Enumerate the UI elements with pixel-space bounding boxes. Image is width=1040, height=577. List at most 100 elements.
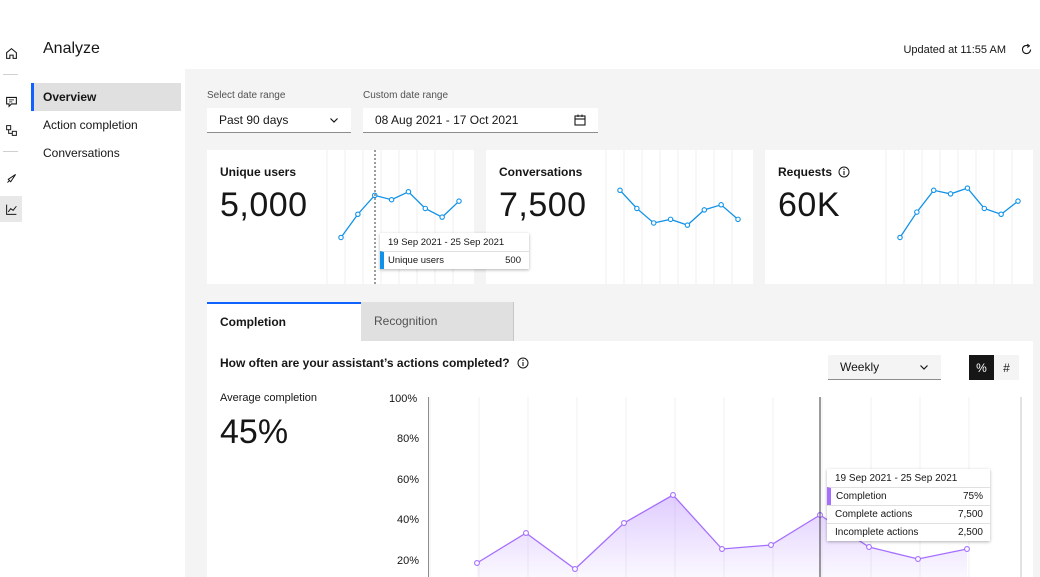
- average-label: Average completion: [220, 392, 318, 404]
- date-range-select[interactable]: Past 90 days: [207, 108, 351, 133]
- requests-sparkline: [885, 150, 1021, 284]
- tooltip-label: Incomplete actions: [835, 527, 919, 538]
- sparkline-point: [914, 209, 920, 215]
- data-point: [915, 556, 921, 562]
- sparkline-point: [456, 198, 462, 204]
- sparkline-series: [899, 187, 1019, 238]
- calendar-icon[interactable]: [574, 114, 586, 126]
- updated-timestamp: Updated at 11:55 AM: [903, 44, 1006, 56]
- completion-panel: How often are your assistant’s actions c…: [207, 341, 1033, 577]
- y-tick-label: 100%: [389, 393, 418, 405]
- unique-users-card: Unique users 5,000: [207, 150, 474, 284]
- tooltip-value: 500: [505, 255, 521, 266]
- data-point: [670, 492, 676, 498]
- card-title: Conversations: [499, 165, 583, 179]
- data-point: [621, 520, 627, 526]
- period-value: Weekly: [840, 360, 880, 374]
- card-value: 5,000: [220, 186, 308, 224]
- tooltip-value: 7,500: [957, 509, 983, 520]
- home-icon[interactable]: [0, 40, 22, 66]
- sparkline-point: [981, 205, 988, 212]
- y-tick-label: 20%: [397, 555, 420, 567]
- info-icon[interactable]: [517, 357, 529, 369]
- date-range-label: Select date range: [207, 90, 286, 101]
- sparkline-point: [1015, 198, 1021, 204]
- data-point: [719, 546, 725, 552]
- sparkline-point: [338, 234, 344, 241]
- sparkline-point: [650, 220, 657, 226]
- data-point: [474, 560, 480, 566]
- data-point: [768, 542, 774, 548]
- refresh-icon[interactable]: [1018, 41, 1034, 57]
- data-point: [866, 544, 872, 550]
- sparkline-point: [439, 214, 445, 220]
- requests-card: Requests 60K: [765, 150, 1033, 284]
- period-select[interactable]: Weekly: [828, 355, 941, 380]
- tooltip-value: 2,500: [957, 527, 983, 538]
- sparkline-point: [735, 216, 741, 223]
- sparkline-series: [340, 190, 460, 238]
- sparkline-point: [998, 211, 1004, 217]
- y-tick-label: 60%: [397, 474, 420, 486]
- sparkline-point: [617, 187, 623, 194]
- data-point: [964, 546, 970, 552]
- conversations-card: Conversations 7,500: [486, 150, 753, 284]
- custom-range-label: Custom date range: [363, 90, 449, 101]
- analytics-icon[interactable]: [0, 196, 22, 222]
- sparkline-point: [355, 211, 361, 217]
- sparkline-point: [897, 234, 903, 241]
- card-tooltip: 19 Sep 2021 - 25 Sep 2021 Unique users 5…: [380, 233, 529, 269]
- sparkline-point: [930, 187, 937, 194]
- unique-users-sparkline: [326, 150, 462, 284]
- custom-range-value: 08 Aug 2021 - 17 Oct 2021: [375, 113, 519, 127]
- date-range-value: Past 90 days: [219, 113, 289, 127]
- percent-toggle[interactable]: %: [969, 355, 994, 380]
- nav-item-conversations[interactable]: Conversations: [43, 146, 120, 160]
- panel-question: How often are your assistant’s actions c…: [220, 356, 510, 370]
- sparkline-point: [388, 196, 395, 203]
- sparkline-point: [667, 216, 674, 223]
- sparkline-point: [684, 222, 691, 228]
- y-tick-label: 80%: [397, 433, 420, 445]
- rocket-icon[interactable]: [0, 165, 22, 191]
- chevron-down-icon: [330, 118, 338, 123]
- sparkline-point: [634, 205, 640, 212]
- data-point: [523, 530, 529, 536]
- chevron-down-icon: [920, 365, 928, 370]
- tooltip-value: 75%: [962, 491, 983, 502]
- data-point: [572, 566, 578, 572]
- conversations-sparkline: [605, 150, 741, 284]
- tooltip-range: 19 Sep 2021 - 25 Sep 2021: [835, 473, 958, 484]
- sparkline-point: [701, 207, 708, 213]
- chat-icon[interactable]: [0, 88, 22, 114]
- tooltip-label: Unique users: [388, 255, 444, 266]
- chart-tooltip: 19 Sep 2021 - 25 Sep 2021 Completion 75%…: [827, 469, 990, 541]
- flow-icon[interactable]: [0, 117, 22, 143]
- tab-completion[interactable]: Completion: [207, 302, 361, 341]
- hover-line: [374, 150, 376, 284]
- card-title: Requests: [778, 165, 833, 179]
- info-icon[interactable]: [838, 166, 850, 178]
- left-rail: [0, 0, 22, 577]
- tooltip-label: Complete actions: [835, 509, 913, 520]
- nav-item-action-completion[interactable]: Action completion: [43, 118, 138, 132]
- card-value: 7,500: [499, 186, 587, 224]
- sparkline-series: [619, 189, 739, 226]
- average-value: 45%: [220, 413, 289, 451]
- sparkline-point: [405, 188, 412, 195]
- tab-recognition[interactable]: Recognition: [361, 302, 514, 341]
- sparkline-point: [947, 191, 954, 197]
- secondary-nav: Overview Action completion Conversations: [31, 83, 181, 167]
- sparkline-point: [964, 185, 971, 191]
- sparkline-point: [422, 205, 429, 212]
- custom-range-input[interactable]: 08 Aug 2021 - 17 Oct 2021: [363, 108, 598, 133]
- nav-item-overview[interactable]: Overview: [31, 83, 181, 111]
- series-area: [477, 495, 967, 577]
- tooltip-range: 19 Sep 2021 - 25 Sep 2021: [388, 237, 505, 248]
- tooltip-label: Completion: [836, 491, 887, 502]
- card-title: Unique users: [220, 165, 297, 179]
- count-toggle[interactable]: #: [994, 355, 1019, 380]
- y-tick-label: 40%: [397, 514, 420, 526]
- sparkline-point: [718, 202, 724, 208]
- card-value: 60K: [778, 186, 840, 224]
